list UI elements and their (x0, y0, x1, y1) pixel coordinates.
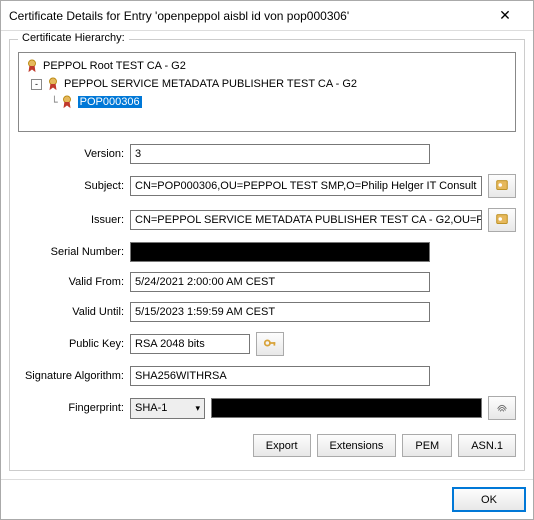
fingerprint-icon (495, 400, 509, 417)
value-sig-alg[interactable]: SHA256WITHRSA (130, 366, 430, 386)
label-fingerprint: Fingerprint: (18, 402, 130, 414)
label-subject: Subject: (18, 180, 130, 192)
pem-button[interactable]: PEM (402, 434, 452, 457)
value-public-key[interactable]: RSA 2048 bits (130, 334, 250, 354)
value-serial[interactable] (130, 242, 430, 262)
chevron-down-icon: ▾ (195, 403, 200, 414)
details-form: Version: 3 Subject: CN=POP000306,OU=PEPP… (18, 144, 516, 430)
fingerprint-copy-button[interactable] (488, 396, 516, 420)
row-sig-alg: Signature Algorithm: SHA256WITHRSA (18, 366, 516, 386)
row-valid-until: Valid Until: 5/15/2023 1:59:59 AM CEST (18, 302, 516, 322)
tree-node-label: POP000306 (78, 96, 142, 108)
row-issuer: Issuer: CN=PEPPOL SERVICE METADATA PUBLI… (18, 208, 516, 232)
dialog-footer: OK (1, 479, 533, 519)
export-button[interactable]: Export (253, 434, 311, 457)
extensions-button[interactable]: Extensions (317, 434, 397, 457)
hierarchy-label: Certificate Hierarchy: (18, 32, 129, 44)
label-serial: Serial Number: (18, 246, 130, 258)
label-issuer: Issuer: (18, 214, 130, 226)
certificate-icon (60, 95, 74, 109)
tree-node-label: PEPPOL SERVICE METADATA PUBLISHER TEST C… (64, 78, 357, 90)
label-valid-from: Valid From: (18, 276, 130, 288)
certificate-icon (25, 59, 39, 73)
tree-node[interactable]: └ POP000306 (25, 93, 509, 111)
asn1-button[interactable]: ASN.1 (458, 434, 516, 457)
titlebar: Certificate Details for Entry 'openpeppo… (1, 1, 533, 31)
value-issuer[interactable]: CN=PEPPOL SERVICE METADATA PUBLISHER TES… (130, 210, 482, 230)
tree-node[interactable]: PEPPOL Root TEST CA - G2 (25, 57, 509, 75)
ok-button[interactable]: OK (453, 488, 525, 511)
close-button[interactable]: ✕ (485, 2, 525, 30)
value-fingerprint[interactable] (211, 398, 482, 418)
row-subject: Subject: CN=POP000306,OU=PEPPOL TEST SMP… (18, 174, 516, 198)
subject-details-button[interactable] (488, 174, 516, 198)
value-valid-from[interactable]: 5/24/2021 2:00:00 AM CEST (130, 272, 430, 292)
public-key-details-button[interactable] (256, 332, 284, 356)
row-fingerprint: Fingerprint: SHA-1 ▾ (18, 396, 516, 420)
tree-node[interactable]: - PEPPOL SERVICE METADATA PUBLISHER TEST… (25, 75, 509, 93)
certificate-icon (46, 77, 60, 91)
tree-node-label: PEPPOL Root TEST CA - G2 (43, 60, 186, 72)
fingerprint-algo-value: SHA-1 (135, 402, 167, 414)
label-version: Version: (18, 148, 130, 160)
issuer-details-button[interactable] (488, 208, 516, 232)
row-version: Version: 3 (18, 144, 516, 164)
row-public-key: Public Key: RSA 2048 bits (18, 332, 516, 356)
hierarchy-fieldset: Certificate Hierarchy: PEPPOL Root TEST … (9, 39, 525, 471)
action-buttons: Export Extensions PEM ASN.1 (18, 434, 516, 457)
dialog-window: Certificate Details for Entry 'openpeppo… (0, 0, 534, 520)
row-serial: Serial Number: (18, 242, 516, 262)
label-sig-alg: Signature Algorithm: (18, 370, 130, 382)
tree-toggle[interactable]: - (31, 79, 42, 90)
tree-connector: └ (51, 96, 58, 109)
content-area: Certificate Hierarchy: PEPPOL Root TEST … (1, 31, 533, 479)
value-valid-until[interactable]: 5/15/2023 1:59:59 AM CEST (130, 302, 430, 322)
value-version[interactable]: 3 (130, 144, 430, 164)
label-public-key: Public Key: (18, 338, 130, 350)
value-subject[interactable]: CN=POP000306,OU=PEPPOL TEST SMP,O=Philip… (130, 176, 482, 196)
row-valid-from: Valid From: 5/24/2021 2:00:00 AM CEST (18, 272, 516, 292)
window-title: Certificate Details for Entry 'openpeppo… (9, 9, 485, 23)
address-card-icon (495, 178, 509, 195)
key-icon (263, 336, 277, 353)
certificate-tree[interactable]: PEPPOL Root TEST CA - G2 - PEPPOL SERVIC… (18, 52, 516, 132)
fingerprint-algo-select[interactable]: SHA-1 ▾ (130, 398, 205, 419)
label-valid-until: Valid Until: (18, 306, 130, 318)
close-icon: ✕ (499, 7, 511, 24)
address-card-icon (495, 212, 509, 229)
